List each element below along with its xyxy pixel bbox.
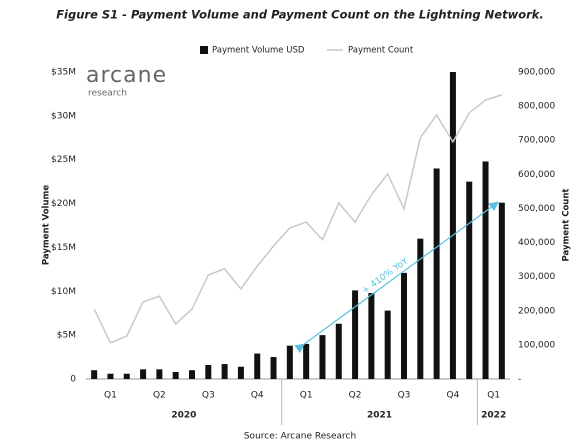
bar (319, 335, 326, 379)
x-tick-label: Q3 (202, 391, 215, 401)
bar (91, 370, 98, 379)
x-tick-label: Q1 (487, 391, 500, 401)
y2-tick-label: 600,000 (518, 170, 555, 180)
bar (466, 181, 473, 379)
y-tick-label: 0 (70, 375, 76, 385)
logo: arcane (86, 63, 167, 88)
bar (384, 310, 391, 379)
bar (449, 72, 456, 379)
bar (270, 357, 277, 379)
bar (156, 369, 163, 379)
y-tick-label: $35M (51, 68, 76, 78)
y-tick-label: $10M (51, 287, 76, 297)
y2-tick-label: 500,000 (518, 204, 555, 214)
bar (123, 373, 130, 379)
y2-tick-label: 100,000 (518, 340, 555, 350)
x-tick-label: Q2 (349, 391, 362, 401)
bar (303, 343, 310, 379)
bar (335, 323, 342, 379)
x-tick-label: Q3 (398, 391, 411, 401)
line (93, 94, 503, 344)
source: Source: Arcane Research (244, 432, 356, 442)
bar (286, 345, 293, 379)
y2-tick-label: - (518, 375, 521, 385)
annotation-arrow (294, 201, 499, 354)
x-tick-label: Q4 (251, 391, 264, 401)
x-tick-label: Q2 (153, 391, 166, 401)
bar (433, 168, 440, 379)
y2-axis-title: Payment Count (562, 189, 572, 262)
y-tick-label: $25M (51, 155, 76, 165)
bar (172, 371, 179, 379)
y2-tick-label: 200,000 (518, 306, 555, 316)
bar (482, 161, 489, 379)
bar (221, 364, 228, 379)
bar (189, 370, 195, 379)
y2-tick-label: 300,000 (518, 272, 555, 282)
x-group-label: 2020 (171, 411, 196, 421)
x-tick-label: Q1 (300, 391, 313, 401)
x-group-label: 2022 (481, 411, 506, 421)
legend-swatch (200, 46, 208, 54)
legend-label: Payment Volume USD (212, 46, 305, 56)
bar (401, 272, 407, 379)
chart-title: Figure S1 - Payment Volume and Payment C… (56, 8, 544, 22)
y2-tick-label: 900,000 (518, 68, 555, 78)
legend-label: Payment Count (348, 46, 414, 56)
x-group-label: 2021 (367, 411, 392, 421)
logo-sub: research (88, 89, 127, 99)
y2-tick-label: 400,000 (518, 238, 555, 248)
y-tick-label: $5M (57, 331, 76, 341)
y2-tick-label: 700,000 (518, 136, 555, 146)
y2-tick-label: 800,000 (518, 102, 555, 112)
y-tick-label: $15M (51, 243, 76, 253)
bar (254, 353, 261, 379)
bar (368, 293, 375, 379)
bar (140, 369, 147, 379)
y-tick-label: $20M (51, 199, 76, 209)
bar (498, 202, 505, 379)
y-axis-title: Payment Volume (42, 185, 52, 265)
bar (352, 290, 359, 379)
bar (205, 364, 212, 379)
x-tick-label: Q4 (447, 391, 460, 401)
bar (237, 366, 244, 379)
x-tick-label: Q1 (104, 391, 117, 401)
y-tick-label: $30M (51, 111, 76, 121)
bar (107, 373, 114, 379)
